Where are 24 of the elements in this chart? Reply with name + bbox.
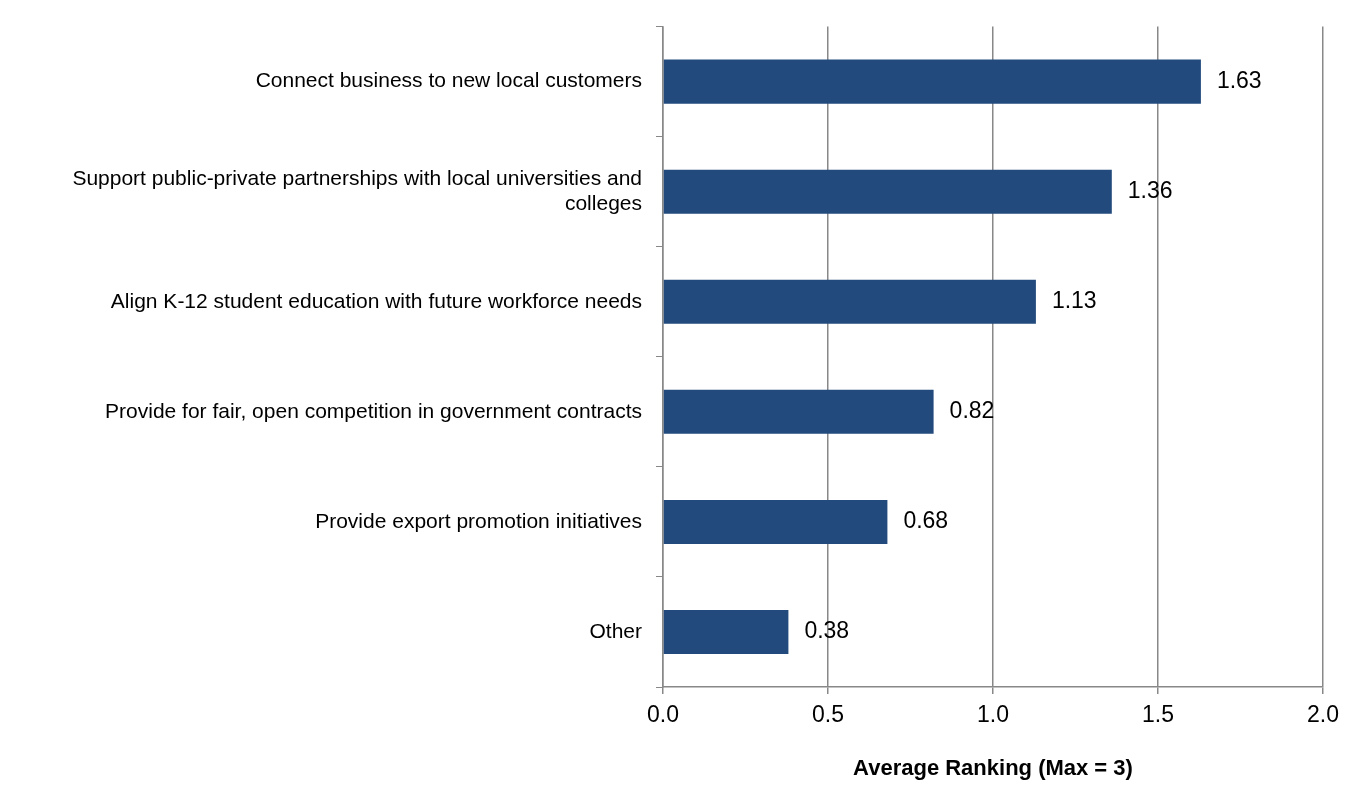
y-tick-label: Other	[589, 618, 642, 642]
y-tick-label: Support public-private partnerships with local universities and colleges	[72, 165, 642, 215]
data-label: 1.63	[1216, 66, 1262, 93]
x-tick-label: 1.5	[1142, 701, 1174, 728]
x-tick-label: 0.5	[812, 701, 844, 728]
x-tick-label: 1.0	[977, 701, 1009, 728]
bar	[663, 169, 1112, 214]
bar	[663, 279, 1036, 324]
data-label: 1.13	[1051, 287, 1097, 314]
y-tick-label: Provide export promotion initiatives	[315, 508, 642, 532]
x-axis-title: Average Ranking (Max = 3)	[853, 754, 1133, 780]
y-tick-label: Connect business to new local customers	[255, 68, 642, 92]
bar	[663, 609, 789, 654]
x-tick-label: 0.0	[647, 701, 679, 728]
data-label: 0.38	[804, 617, 850, 644]
bar	[663, 389, 934, 434]
y-tick-label: Provide for fair, open competition in government contracts	[105, 398, 642, 422]
data-label: 0.68	[903, 507, 949, 534]
bar	[663, 59, 1201, 104]
bar	[663, 499, 888, 544]
y-tick-label: Align K-12 student education with future workforce needs	[110, 288, 642, 312]
data-label: 1.36	[1127, 177, 1173, 204]
data-label: 0.82	[949, 397, 995, 424]
x-tick-label: 2.0	[1307, 701, 1339, 728]
